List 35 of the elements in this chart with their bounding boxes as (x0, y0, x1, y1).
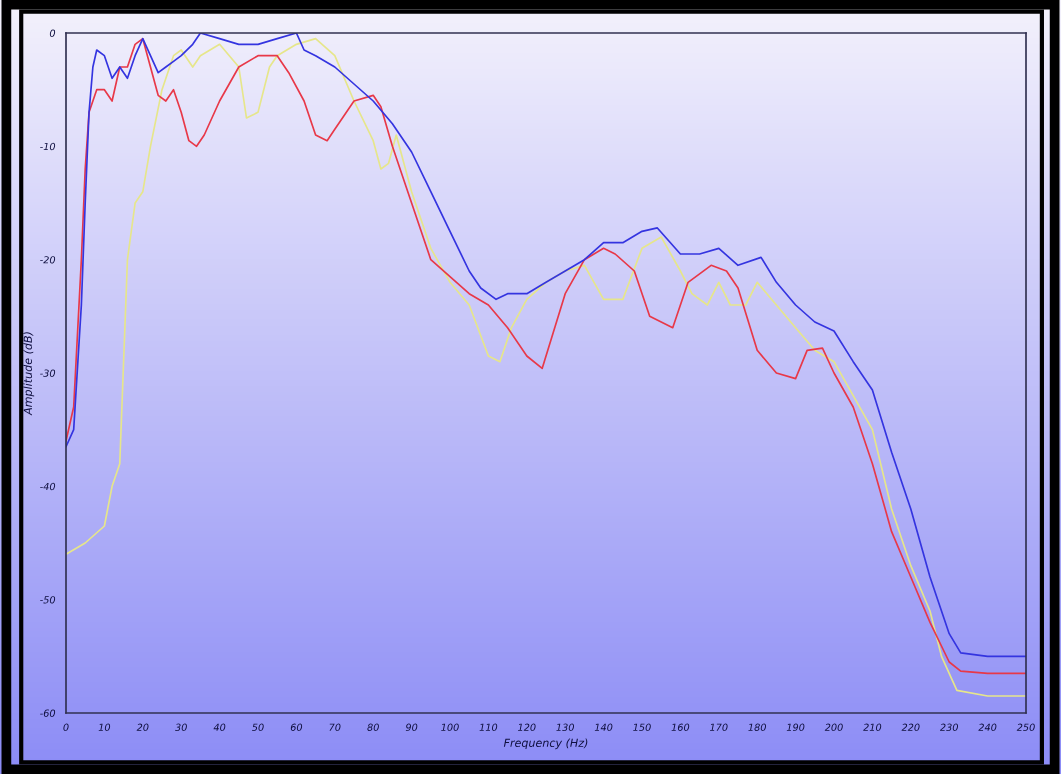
x-tick-label: 60 (290, 723, 303, 731)
x-tick-label: 220 (901, 723, 920, 731)
x-tick-label: 110 (479, 723, 498, 731)
x-tick-label: 210 (863, 723, 882, 731)
x-tick-label: 200 (824, 723, 843, 731)
x-tick-label: 50 (252, 723, 264, 731)
x-tick-label: 70 (329, 723, 341, 731)
x-tick-label: 190 (786, 723, 805, 731)
x-tick-label: 240 (978, 723, 997, 731)
x-tick-label: 120 (518, 723, 536, 731)
x-tick-label: 80 (367, 723, 379, 731)
y-tick-label: -20 (40, 256, 56, 264)
x-tick-label: 150 (633, 723, 651, 731)
x-tick-label: 90 (405, 723, 418, 731)
y-tick-label: -10 (40, 142, 56, 151)
x-tick-label: 140 (594, 723, 613, 731)
x-tick-label: 40 (213, 723, 226, 731)
x-tick-label: 130 (556, 723, 574, 731)
y-tick-label: -50 (40, 596, 56, 604)
x-tick-label: 230 (939, 723, 958, 731)
y-tick-label: -40 (40, 482, 56, 491)
x-tick-label: 250 (1016, 723, 1035, 731)
x-tick-label: 180 (748, 723, 766, 731)
x-tick-label: 100 (441, 723, 459, 731)
x-tick-label: 170 (710, 723, 728, 731)
x-tick-label: 20 (136, 723, 149, 731)
y-tick-label: -30 (40, 369, 56, 377)
x-tick-label: 160 (671, 723, 690, 731)
x-tick-label: 10 (98, 723, 111, 731)
x-tick-label: 0 (63, 723, 69, 731)
x-tick-label: 30 (175, 723, 187, 731)
y-tick-label: -60 (40, 709, 56, 717)
y-tick-label: 0 (49, 29, 56, 37)
x-axis-title: Frequency (Hz) (503, 738, 588, 750)
y-axis-title: Amplitude (dB) (23, 332, 35, 416)
